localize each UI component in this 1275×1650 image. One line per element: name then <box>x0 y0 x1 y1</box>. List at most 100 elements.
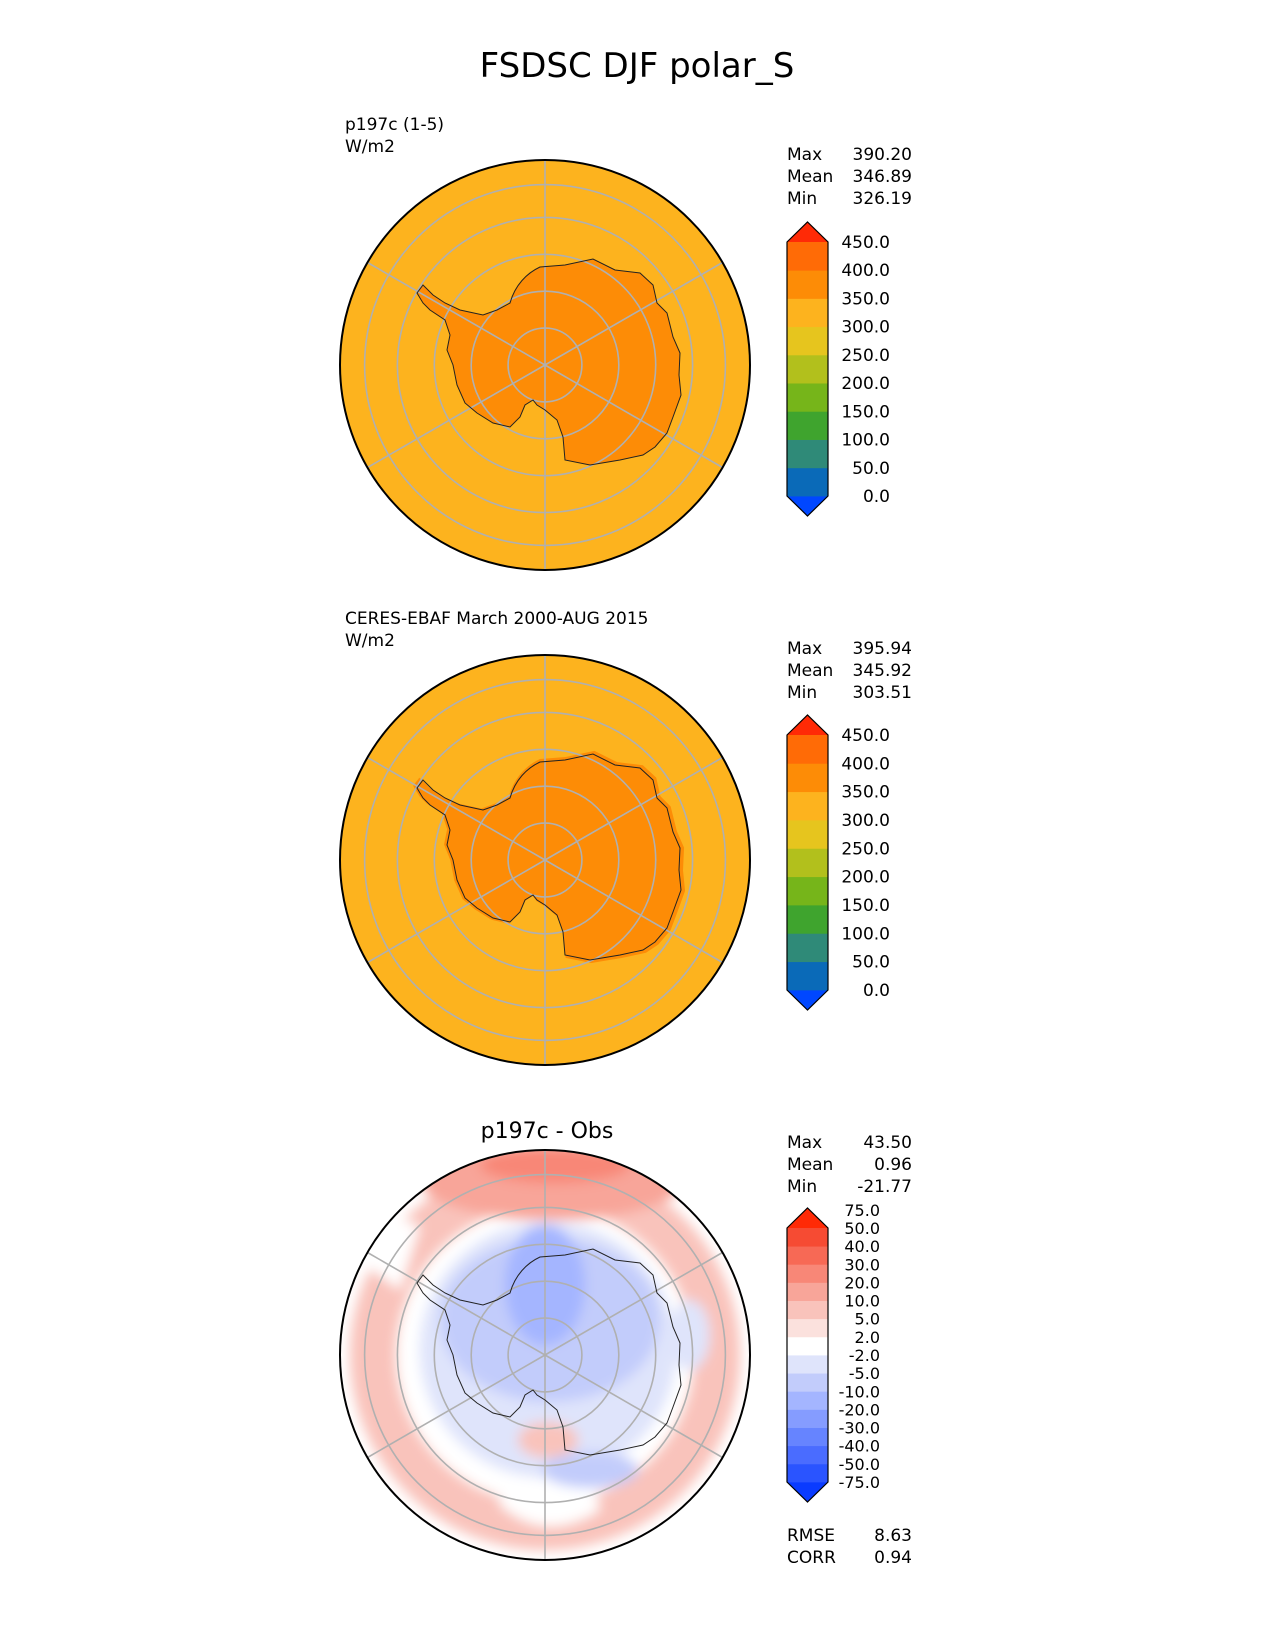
polar-map <box>340 1150 750 1560</box>
stat-max-label: Max <box>787 1133 822 1153</box>
colorbar-tick-label: 200.0 <box>841 868 890 888</box>
stat-max-value: 395.94 <box>853 639 912 659</box>
stat-min-label: Min <box>787 683 817 703</box>
colorbar-segment <box>787 242 828 271</box>
stat-rmse-label: RMSE <box>787 1526 835 1546</box>
colorbar-extend-max <box>787 222 828 242</box>
error-stats-box: RMSE 8.63 CORR 0.94 <box>787 1526 912 1568</box>
colorbar-segment <box>787 763 828 793</box>
colorbar-segment <box>787 467 828 497</box>
colorbar-tick-label: 150.0 <box>841 402 890 422</box>
panel-title: p197c - Obs <box>481 1119 614 1144</box>
colorbar-segment <box>787 1445 828 1465</box>
colorbar-segment <box>787 270 828 299</box>
colorbar-outline <box>786 1207 829 1503</box>
colorbar-tick-label: -75.0 <box>839 1473 880 1492</box>
colorbar-segment <box>787 1318 828 1338</box>
colorbar-tick-label: 20.0 <box>844 1273 880 1292</box>
meridian-line <box>544 364 723 469</box>
colorbar-tick-label: 450.0 <box>841 233 890 253</box>
colorbar-tick-label: 0.0 <box>863 981 890 1001</box>
colorbar-segment <box>787 933 828 963</box>
colorbar-segment <box>787 905 828 934</box>
graticule <box>363 160 727 570</box>
colorbar-segment <box>787 1355 828 1374</box>
colorbar-segment <box>787 383 828 412</box>
colorbar-outline <box>786 221 829 517</box>
panel-difference: p197c - Obs Max 43.50 Mean <box>339 1119 912 1568</box>
colorbar-tick-label: 50.0 <box>852 459 890 479</box>
meridian-line <box>544 1354 723 1459</box>
colorbar-outline <box>786 714 829 1011</box>
colorbar-tick-label: 50.0 <box>844 1219 880 1238</box>
colorbar: 0.0 50.0 100.0 150.0 200.0 250.0 300.0 350.0 400… <box>786 714 890 1011</box>
stat-max-label: Max <box>787 145 822 165</box>
panel-model: p197c (1-5) W/m2 Max 390.20 Mean 346.89 … <box>339 115 912 571</box>
colorbar-tick-label: 75.0 <box>844 1201 880 1220</box>
colorbar-tick-label: 350.0 <box>841 289 890 309</box>
graticule <box>363 1150 727 1560</box>
meridian-line <box>367 756 546 861</box>
stat-corr-label: CORR <box>787 1548 836 1568</box>
stats-box: Max 43.50 Mean 0.96 Min -21.77 <box>787 1133 912 1197</box>
meridian-line <box>544 756 723 861</box>
stat-max-value: 43.50 <box>863 1133 912 1153</box>
colorbar-segment <box>787 961 828 991</box>
stat-corr-value: 0.94 <box>874 1548 912 1568</box>
colorbar-extend-min <box>787 496 828 516</box>
colorbar-segment <box>787 1264 828 1283</box>
stat-min-label: Min <box>787 1177 817 1197</box>
meridian-line <box>367 1354 546 1459</box>
colorbar-tick-label: -50.0 <box>839 1455 880 1474</box>
gap-white-south <box>500 1475 600 1527</box>
colorbar-tick-label: -2.0 <box>849 1346 880 1365</box>
colorbar-tick-label: 400.0 <box>841 754 890 774</box>
stat-min-label: Min <box>787 189 817 209</box>
colorbar-tick-label: 50.0 <box>852 953 890 973</box>
colorbar-tick-label: -30.0 <box>839 1419 880 1438</box>
colorbar-segment <box>787 820 828 849</box>
colorbar-segment <box>787 1391 828 1410</box>
map-boundary <box>339 159 751 571</box>
meridian-line <box>544 859 723 964</box>
stat-mean-value: 346.89 <box>853 167 912 187</box>
colorbar: -75.0-50.0-40.0-30.0-20.0-10.0-5.0-2.02.… <box>786 1201 880 1503</box>
colorbar-segment <box>787 1373 828 1392</box>
panel-title: CERES-EBAF March 2000-AUG 2015 <box>345 609 648 629</box>
south-negative-lobe <box>542 1452 638 1488</box>
colorbar-segment <box>787 1300 828 1320</box>
colorbar-extend-min <box>787 990 828 1010</box>
colorbar-tick-label: 100.0 <box>841 431 890 451</box>
graticule <box>363 655 727 1065</box>
stat-min-value: 303.51 <box>853 683 912 703</box>
panel-units: W/m2 <box>345 137 395 157</box>
colorbar-extend-max <box>787 715 828 735</box>
stat-min-value: 326.19 <box>853 189 912 209</box>
colorbar-segment <box>787 791 828 821</box>
meridian-line <box>367 1251 546 1356</box>
colorbar-tick-label: 30.0 <box>844 1255 880 1274</box>
colorbar-segment <box>787 1228 828 1247</box>
stats-box: Max 395.94 Mean 345.92 Min 303.51 <box>787 639 912 703</box>
colorbar-tick-label: 300.0 <box>841 811 890 831</box>
colorbar-segment <box>787 1463 828 1483</box>
colorbar-tick-label: 450.0 <box>841 726 890 746</box>
meridian-line <box>367 364 546 469</box>
colorbar-tick-label: 5.0 <box>855 1310 880 1329</box>
meridian-line <box>367 859 546 964</box>
colorbar-tick-label: 350.0 <box>841 783 890 803</box>
meridian-line <box>544 261 723 366</box>
colorbar-tick-label: 40.0 <box>844 1237 880 1256</box>
colorbar-segment <box>787 876 828 906</box>
colorbar-segment <box>787 1282 828 1301</box>
colorbar-segment <box>787 439 828 469</box>
colorbar-extend-min <box>787 1482 828 1502</box>
colorbar-segment <box>787 848 828 878</box>
colorbar-tick-label: -20.0 <box>839 1400 880 1419</box>
colorbar-tick-label: 400.0 <box>841 261 890 281</box>
map-boundary <box>339 1149 751 1561</box>
stat-min-value: -21.77 <box>857 1177 912 1197</box>
colorbar-tick-label: -5.0 <box>849 1364 880 1383</box>
colorbar-segment <box>787 1427 828 1447</box>
colorbar-tick-label: -40.0 <box>839 1437 880 1456</box>
